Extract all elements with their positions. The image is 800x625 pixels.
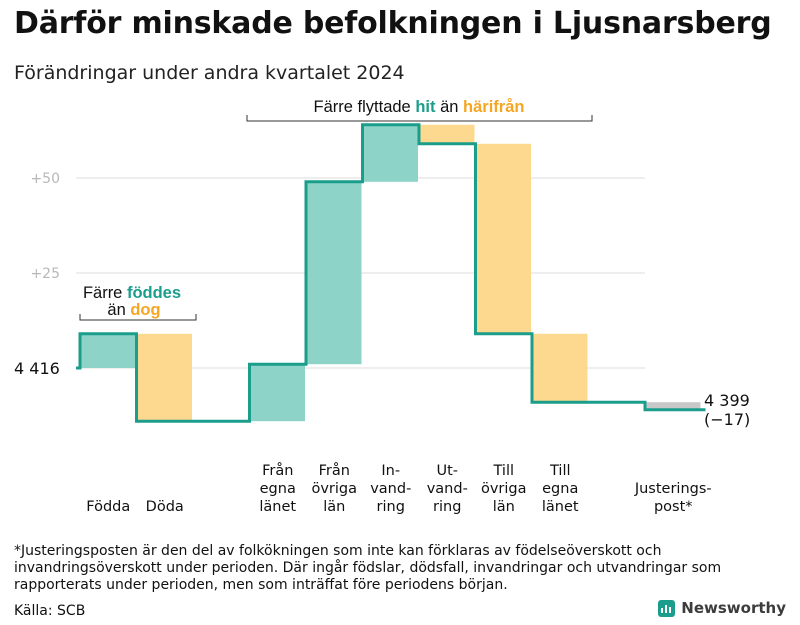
annotation-births-line1: Färre föddes xyxy=(83,284,181,302)
bar xyxy=(420,124,475,144)
category-label: vand- xyxy=(427,481,468,497)
category-label: egna xyxy=(542,481,578,497)
category-label: län xyxy=(323,499,345,515)
category-label: Från xyxy=(319,462,350,479)
category-label: Ut- xyxy=(436,463,458,479)
bar xyxy=(476,143,531,334)
category-label: In- xyxy=(381,463,400,479)
category-label: Till xyxy=(549,463,571,479)
annotation-births-line2: än dog xyxy=(107,301,160,319)
bar xyxy=(81,333,136,368)
bar-chart-icon xyxy=(658,599,676,617)
chart-title: Därför minskade befolkningen i Ljusnarsb… xyxy=(14,6,772,41)
annotation-migration-bracket xyxy=(246,115,593,122)
category-label: vand- xyxy=(370,481,411,497)
category-label: övriga xyxy=(311,481,357,497)
end-value-label: 4 399 xyxy=(704,391,750,410)
category-label: länet xyxy=(259,499,296,515)
change-label: (−17) xyxy=(704,410,750,429)
bar xyxy=(250,364,305,422)
category-label: övriga xyxy=(481,481,527,497)
y-tick-label: +25 xyxy=(30,266,60,282)
category-label: län xyxy=(493,499,515,515)
bar xyxy=(363,124,418,182)
category-label: Till xyxy=(493,463,515,479)
running-total-line xyxy=(76,123,706,423)
category-label: Justerings- xyxy=(634,481,712,497)
start-value-label: 4 416 xyxy=(14,359,60,378)
bar xyxy=(307,181,362,365)
category-label: post* xyxy=(654,499,693,515)
bar xyxy=(137,333,192,422)
brand-name: Newsworthy xyxy=(681,599,786,617)
bar xyxy=(646,402,701,410)
y-tick-label: +50 xyxy=(30,171,60,187)
category-label: Döda xyxy=(146,499,184,515)
category-label: egna xyxy=(260,481,296,497)
brand-logo: Newsworthy xyxy=(658,599,786,617)
category-label: ring xyxy=(377,499,405,515)
bar xyxy=(533,333,588,403)
chart-subtitle: Förändringar under andra kvartalet 2024 xyxy=(14,62,405,84)
category-label: ring xyxy=(433,499,461,515)
category-label: Födda xyxy=(86,499,130,515)
category-label: Från xyxy=(262,462,293,479)
waterfall-chart: +25 +50 4 416 Födda Döda Från egna länet Från övr… xyxy=(14,98,750,515)
category-label: länet xyxy=(542,499,579,515)
source-note: Källa: SCB xyxy=(14,603,86,619)
footnote: *Justeringsposten är den del av folkökni… xyxy=(14,543,722,593)
annotation-migration: Färre flyttade hit än härifrån xyxy=(314,98,525,116)
annotation-births-bracket xyxy=(79,314,197,321)
